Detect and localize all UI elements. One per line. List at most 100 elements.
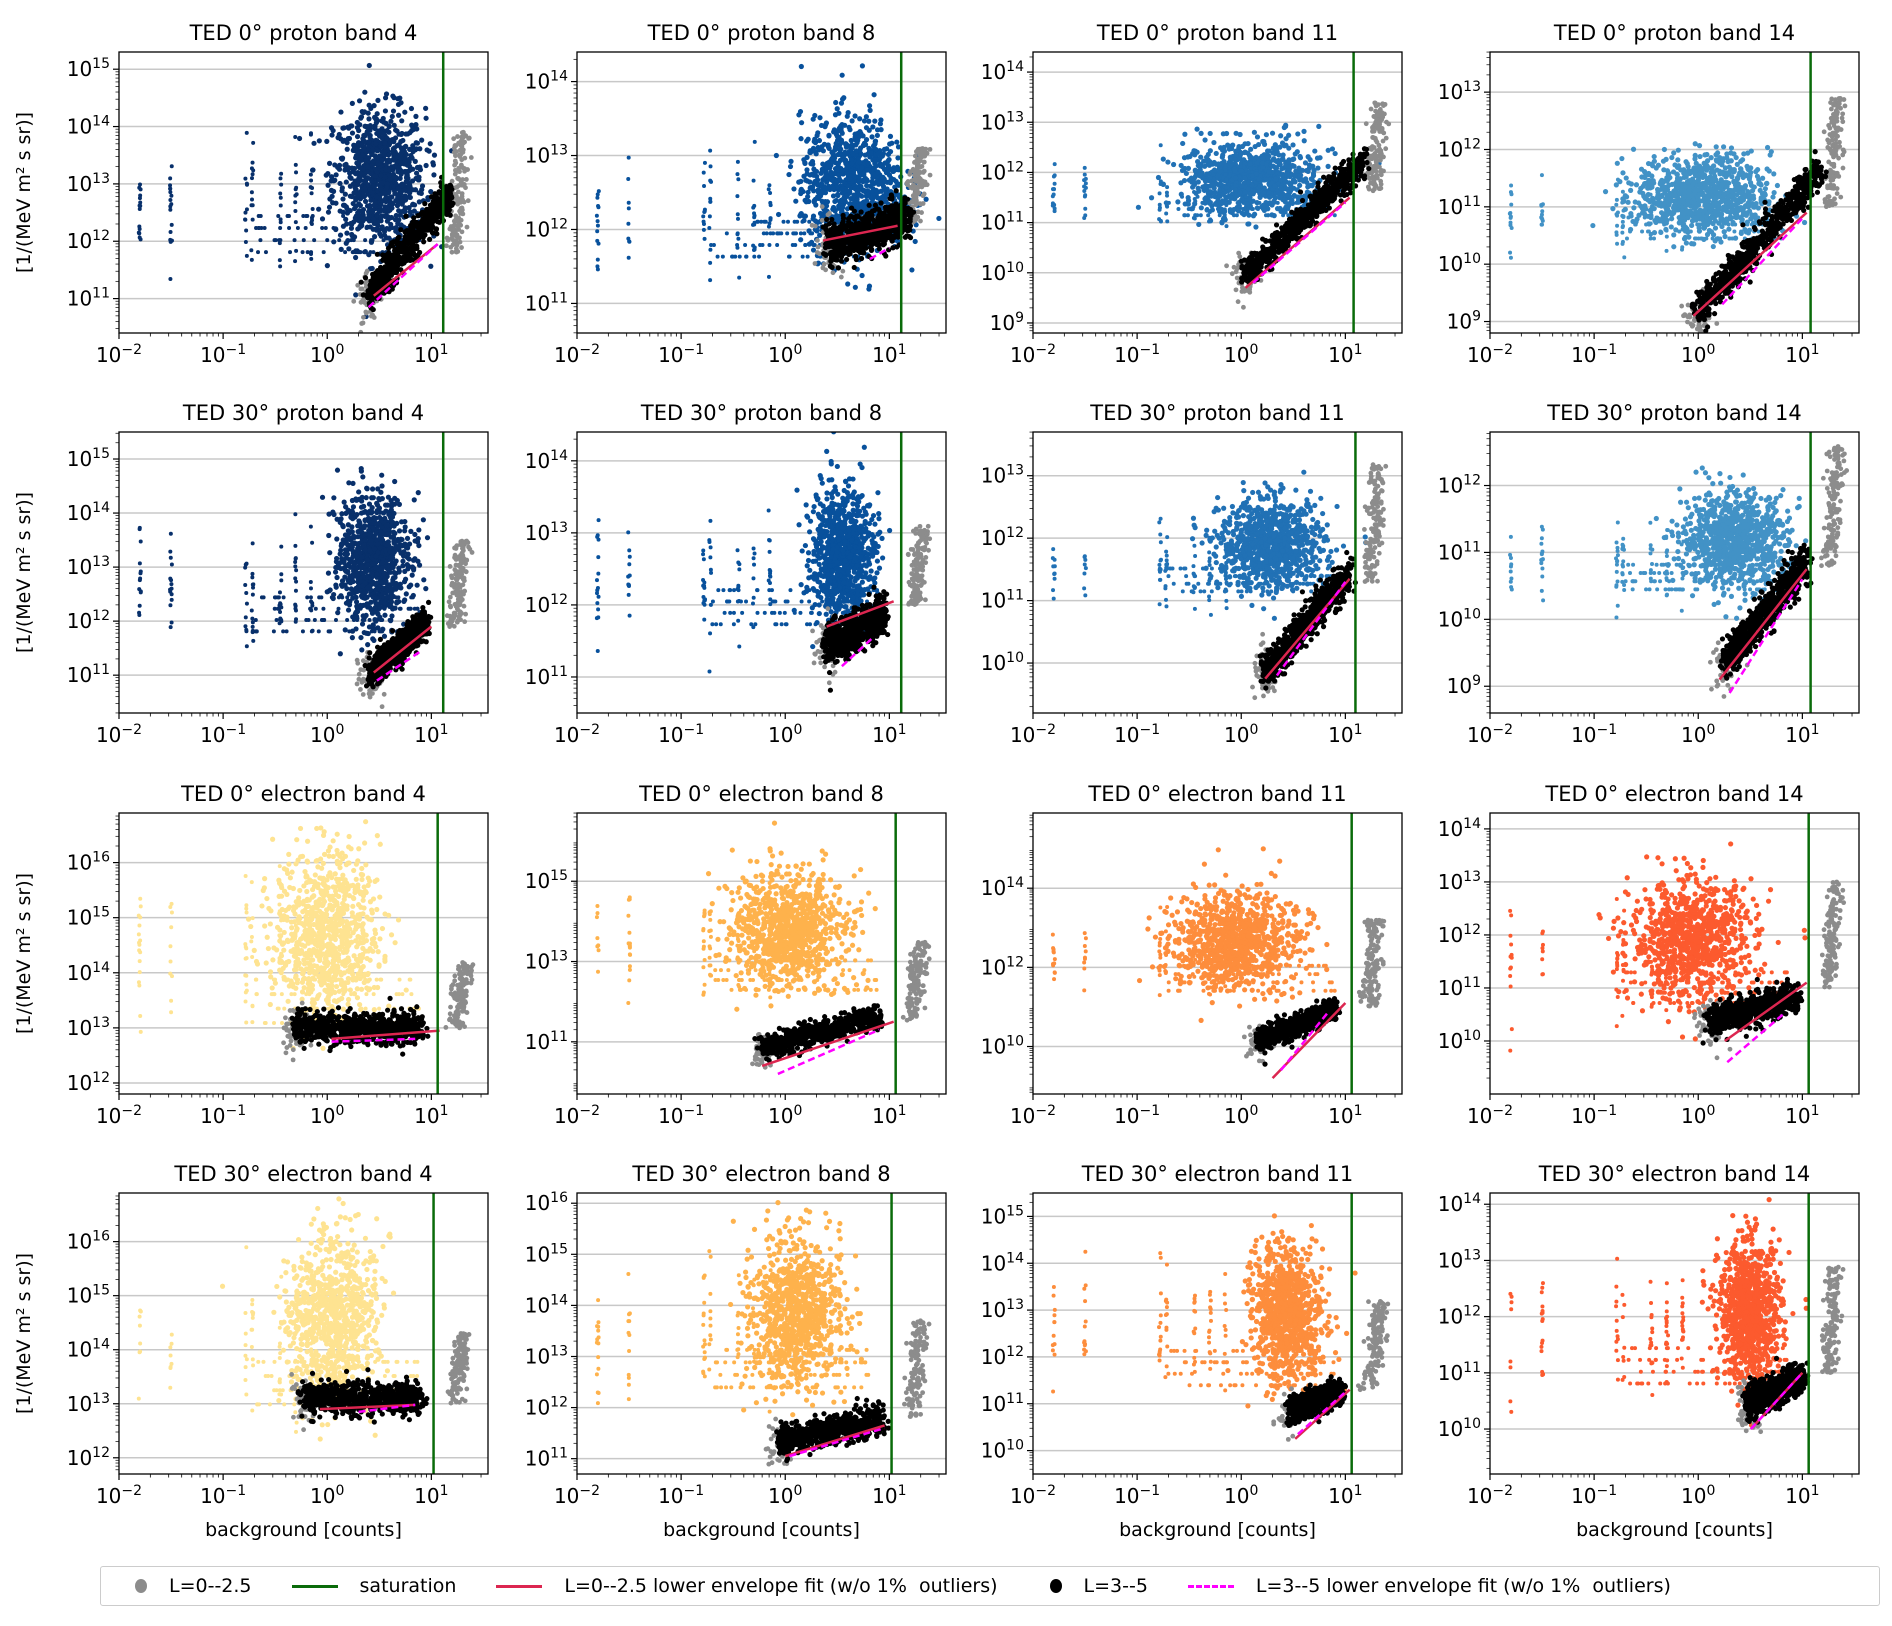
data-point-l0-2.5 <box>358 329 364 333</box>
data-point-l0-2.5-colored <box>398 191 404 197</box>
data-point-quantized <box>757 254 762 259</box>
data-point-l0-2.5-colored <box>375 97 381 103</box>
data-point-l0-2.5-colored <box>369 162 376 169</box>
data-point-sparse <box>752 139 757 144</box>
data-point-l3-5 <box>374 268 381 274</box>
data-point-l0-2.5 <box>812 261 818 266</box>
data-point-sparse <box>708 260 713 265</box>
data-point-sparse <box>595 223 600 228</box>
data-point-l0-2.5-colored <box>395 185 402 192</box>
data-point-l0-2.5-colored <box>855 137 861 143</box>
data-point-l0-2.5 <box>451 145 457 151</box>
data-point-l3-5 <box>402 238 409 244</box>
data-point-quantized <box>286 214 291 219</box>
data-point-l3-5 <box>386 264 392 271</box>
data-point-l3-5 <box>424 207 430 213</box>
data-point-sparse <box>626 206 631 211</box>
data-point-l0-2.5-colored <box>1279 140 1286 146</box>
data-point-l3-5 <box>415 213 421 219</box>
data-point-l0-2.5-colored <box>788 158 794 164</box>
data-point-l0-2.5-colored <box>878 179 884 185</box>
data-point-l3-5 <box>866 202 872 208</box>
data-point-sparse <box>768 200 773 205</box>
data-point-l0-2.5-colored <box>333 172 339 178</box>
data-point-sparse <box>751 248 756 253</box>
data-point-sparse <box>168 230 173 235</box>
data-point-l0-2.5-colored <box>1274 145 1280 151</box>
data-point-l0-2.5-colored <box>379 135 385 141</box>
data-point-l0-2.5-colored <box>798 190 804 197</box>
data-point-l0-2.5-colored <box>348 220 354 227</box>
data-point-quantized <box>351 238 356 243</box>
data-point-quantized <box>811 243 816 248</box>
data-point-sparse <box>168 190 173 195</box>
data-point-sparse <box>736 236 741 241</box>
data-point-quantized <box>254 226 259 231</box>
data-point-quantized <box>288 250 293 255</box>
data-point-l0-2.5-colored <box>388 194 394 200</box>
data-point-l0-2.5-colored <box>391 95 397 101</box>
data-point-l3-5 <box>382 278 388 285</box>
data-point-l0-2.5 <box>364 268 370 274</box>
data-point-l0-2.5-colored <box>355 181 361 187</box>
data-point-l0-2.5-colored <box>406 182 413 188</box>
data-point-sparse <box>249 197 254 202</box>
data-point-l0-2.5-colored <box>866 103 873 109</box>
data-point-sparse <box>626 200 631 205</box>
data-point-l0-2.5-colored <box>358 142 365 148</box>
data-point-l0-2.5 <box>455 201 461 207</box>
data-point-l0-2.5-colored <box>400 137 406 144</box>
data-point-sparse <box>702 209 707 214</box>
data-point-l0-2.5-colored <box>859 272 865 279</box>
data-point-l0-2.5-colored <box>878 127 884 133</box>
data-point-l0-2.5-colored <box>861 140 868 146</box>
data-point-l0-2.5-colored <box>820 161 826 167</box>
data-point-l0-2.5-colored <box>1198 130 1204 136</box>
data-point-quantized <box>785 219 790 224</box>
data-point-l3-5 <box>908 213 914 219</box>
data-point-l0-2.5-colored <box>349 193 355 200</box>
data-point-l3-5 <box>865 214 872 220</box>
data-point-l0-2.5-colored <box>1297 155 1304 161</box>
data-point-l0-2.5-colored <box>344 140 350 146</box>
data-point-l3-5 <box>893 188 899 194</box>
data-point-sparse <box>310 218 315 223</box>
data-point-sparse <box>293 135 298 140</box>
data-point-l0-2.5-colored <box>344 146 350 152</box>
data-point-l0-2.5-colored <box>403 151 409 158</box>
data-point-l0-2.5-colored <box>839 198 845 204</box>
data-point-l3-5 <box>880 240 887 246</box>
data-point-l0-2.5-colored <box>1233 152 1239 158</box>
data-point-quantized <box>262 226 267 231</box>
data-point-l0-2.5-colored <box>378 129 385 136</box>
data-point-l0-2.5 <box>916 164 922 170</box>
data-point-l0-2.5-colored <box>403 195 409 201</box>
data-point-quantized <box>364 226 369 231</box>
data-point-l0-2.5-colored <box>384 218 390 224</box>
data-point-l0-2.5-colored <box>1242 149 1248 155</box>
data-point-l0-2.5-colored <box>1278 133 1284 139</box>
data-point-l0-2.5-colored <box>1251 129 1257 135</box>
data-point-l0-2.5 <box>452 171 458 177</box>
data-point-l3-5 <box>907 235 914 241</box>
data-point-l0-2.5-colored <box>389 164 395 170</box>
data-point-l0-2.5-colored <box>372 166 379 172</box>
data-point-l0-2.5-colored <box>326 160 333 166</box>
data-point-sparse <box>138 182 143 187</box>
data-point-l0-2.5 <box>452 158 458 164</box>
data-point-l0-2.5-colored <box>1307 157 1313 163</box>
data-point-l0-2.5-colored <box>830 185 836 191</box>
data-point-sparse <box>251 140 256 145</box>
data-point-l0-2.5-colored <box>403 143 409 149</box>
data-point-sparse <box>278 195 283 200</box>
data-point-quantized <box>273 238 278 243</box>
data-point-l0-2.5-colored <box>417 167 424 173</box>
data-point-l0-2.5-colored <box>850 169 857 175</box>
data-point-sparse <box>138 193 143 198</box>
data-point-quantized <box>357 250 362 255</box>
data-point-l0-2.5 <box>910 177 916 183</box>
data-point-sparse <box>702 160 707 165</box>
data-point-l0-2.5-colored <box>356 164 363 171</box>
data-point-l0-2.5-colored <box>426 148 432 154</box>
data-point-l0-2.5-colored <box>396 141 402 148</box>
